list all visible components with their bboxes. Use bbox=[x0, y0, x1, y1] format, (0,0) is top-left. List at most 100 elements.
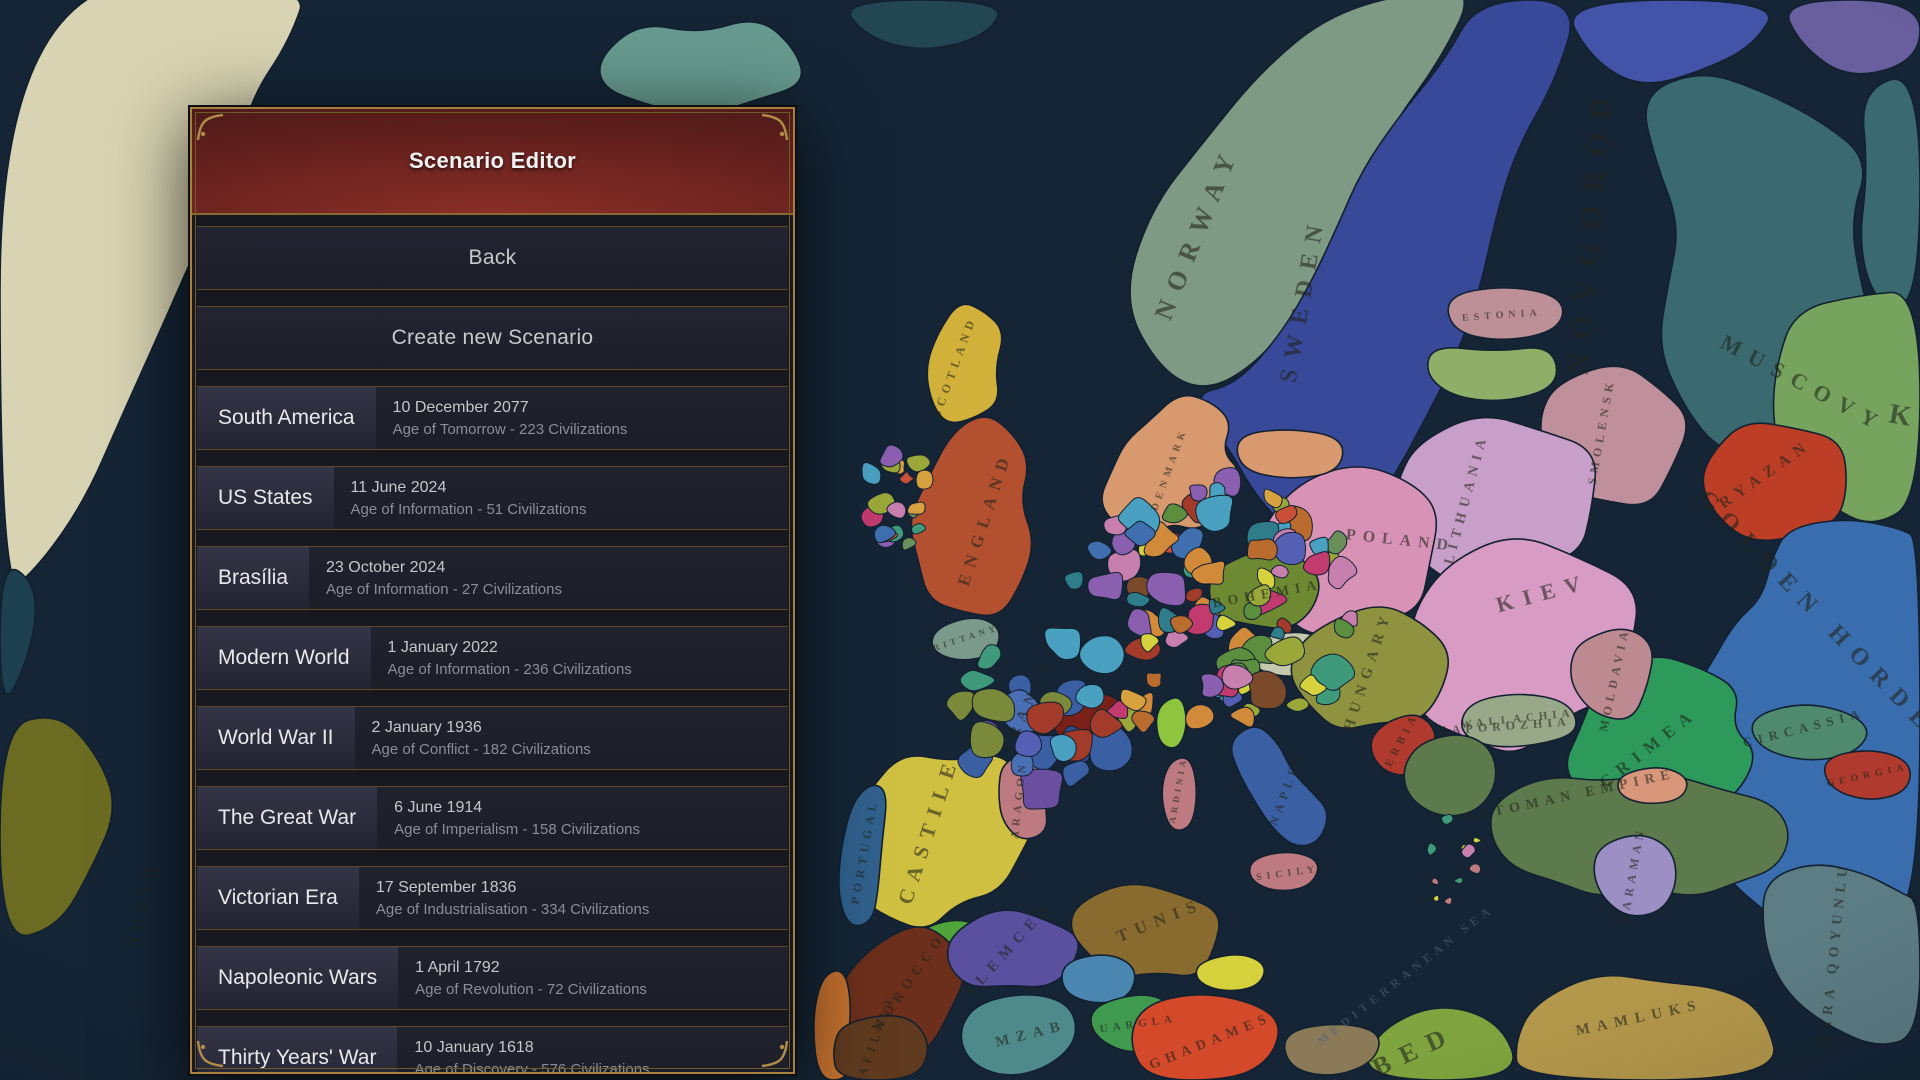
map-region-tunis[interactable] bbox=[1070, 883, 1220, 977]
scenario-row-thirty-years-war[interactable]: Thirty Years' War 10 January 1618 Age of D… bbox=[197, 1026, 788, 1072]
scenario-row-modern-world[interactable]: Modern World 1 January 2022 Age of Informa… bbox=[197, 626, 788, 690]
map-province[interactable] bbox=[1310, 653, 1356, 691]
map-province[interactable] bbox=[1145, 672, 1162, 688]
map-region-ottoman-balkans[interactable] bbox=[1403, 734, 1497, 817]
map-province[interactable] bbox=[886, 501, 907, 519]
map-province[interactable] bbox=[1264, 636, 1306, 667]
map-region-mzab[interactable] bbox=[960, 994, 1077, 1076]
map-province[interactable] bbox=[1221, 664, 1254, 690]
map-region-tripolitania[interactable] bbox=[1283, 1023, 1380, 1076]
map-province[interactable] bbox=[1062, 760, 1090, 787]
map-province[interactable] bbox=[1468, 863, 1482, 875]
map-region-sicily[interactable] bbox=[1248, 851, 1319, 892]
map-province[interactable] bbox=[971, 688, 1016, 723]
map-province[interactable] bbox=[1086, 540, 1112, 561]
map-province[interactable] bbox=[1185, 704, 1215, 730]
map-province[interactable] bbox=[1195, 494, 1234, 532]
map-province[interactable] bbox=[915, 469, 934, 490]
map-province[interactable] bbox=[1269, 626, 1285, 640]
map-province[interactable] bbox=[969, 721, 1005, 759]
map-region-brittany[interactable] bbox=[931, 617, 1000, 661]
map-province[interactable] bbox=[1441, 813, 1454, 825]
scenario-row-world-war-ii[interactable]: World War II 2 January 1936 Age of Conflic… bbox=[197, 706, 788, 770]
map-region-estonia[interactable] bbox=[1447, 287, 1564, 341]
map-province[interactable] bbox=[1089, 708, 1123, 738]
map-region-norway[interactable] bbox=[1129, 0, 1466, 387]
map-province[interactable] bbox=[1333, 618, 1355, 639]
scenario-row-napoleonic-wars[interactable]: Napoleonic Wars 1 April 1792 Age of Revolu… bbox=[197, 946, 788, 1010]
map-province[interactable] bbox=[1263, 488, 1283, 509]
map-province[interactable] bbox=[861, 462, 882, 485]
map-province[interactable] bbox=[1140, 633, 1160, 653]
map-region-livonia[interactable] bbox=[1427, 347, 1558, 402]
map-province[interactable] bbox=[1169, 615, 1194, 634]
map-province[interactable] bbox=[1020, 768, 1064, 810]
scenario-row-victorian-era[interactable]: Victorian Era 17 September 1836 Age of Ind… bbox=[197, 866, 788, 930]
map-province[interactable] bbox=[1120, 688, 1147, 712]
map-region-scotland[interactable] bbox=[926, 303, 1003, 424]
map-province[interactable] bbox=[1247, 584, 1272, 607]
map-province[interactable] bbox=[1453, 877, 1464, 884]
map-region-touggourt[interactable] bbox=[1061, 954, 1136, 1004]
map-province[interactable] bbox=[910, 523, 927, 535]
map-province[interactable] bbox=[901, 537, 917, 551]
map-region-karaman[interactable] bbox=[1593, 834, 1677, 917]
map-region-djerid[interactable] bbox=[1195, 954, 1266, 992]
map-province[interactable] bbox=[1189, 484, 1208, 502]
map-province[interactable] bbox=[1432, 895, 1440, 902]
map-region-candar[interactable] bbox=[1617, 767, 1688, 805]
map-province[interactable] bbox=[1026, 701, 1065, 735]
map-province[interactable] bbox=[977, 644, 1002, 670]
map-province[interactable] bbox=[1426, 842, 1437, 856]
map-province[interactable] bbox=[1230, 706, 1255, 728]
map-province[interactable] bbox=[1185, 587, 1203, 603]
map-province[interactable] bbox=[1243, 602, 1263, 620]
map-province[interactable] bbox=[1131, 710, 1156, 733]
map-region-qara-qoyunlu[interactable] bbox=[1762, 864, 1920, 1045]
map-region-corsica[interactable] bbox=[1155, 697, 1187, 749]
map-province[interactable] bbox=[879, 444, 904, 468]
map-region-olive-southwest[interactable] bbox=[0, 717, 114, 937]
map-province[interactable] bbox=[1087, 571, 1124, 601]
map-province[interactable] bbox=[1285, 697, 1310, 712]
map-province[interactable] bbox=[1079, 635, 1125, 675]
map-region-mecklenburg-coast[interactable] bbox=[1236, 429, 1344, 479]
map-province[interactable] bbox=[1049, 734, 1077, 763]
back-button[interactable]: Back bbox=[197, 226, 788, 290]
map-region-finland[interactable] bbox=[1572, 0, 1770, 84]
map-region-teal-left[interactable] bbox=[0, 568, 37, 695]
scenario-row-south-america[interactable]: South America 10 December 2077 Age of Tomo… bbox=[197, 386, 788, 450]
map-region-wallachia[interactable] bbox=[1461, 693, 1577, 748]
create-scenario-button[interactable]: Create new Scenario bbox=[197, 306, 788, 370]
map-region-iceland[interactable] bbox=[599, 20, 803, 115]
map-region-portugal[interactable] bbox=[838, 784, 887, 927]
map-province[interactable] bbox=[1299, 674, 1327, 696]
map-province[interactable] bbox=[1246, 538, 1278, 561]
map-province[interactable] bbox=[1431, 877, 1439, 886]
map-region-georgia[interactable] bbox=[1823, 750, 1911, 800]
map-province[interactable] bbox=[1461, 843, 1476, 859]
map-region-faroe-land[interactable] bbox=[849, 0, 999, 50]
map-province[interactable] bbox=[1191, 560, 1226, 585]
map-region-moldavia[interactable] bbox=[1570, 628, 1653, 720]
map-region-naples[interactable] bbox=[1230, 726, 1328, 847]
map-region-mamluks[interactable] bbox=[1515, 974, 1775, 1080]
map-province[interactable] bbox=[1014, 730, 1043, 758]
map-province[interactable] bbox=[873, 524, 896, 544]
map-province[interactable] bbox=[1275, 505, 1298, 524]
map-province[interactable] bbox=[1472, 837, 1482, 844]
map-province[interactable] bbox=[1327, 555, 1358, 590]
map-region-kola[interactable] bbox=[1788, 0, 1920, 75]
map-region-novgorod-east[interactable] bbox=[1860, 78, 1920, 307]
map-province[interactable] bbox=[1272, 531, 1307, 566]
map-region-sardinia[interactable] bbox=[1161, 757, 1198, 831]
scenario-row-brasilia[interactable]: Brasília 23 October 2024 Age of Informatio… bbox=[197, 546, 788, 610]
map-province[interactable] bbox=[1215, 614, 1237, 632]
map-province[interactable] bbox=[1270, 564, 1289, 579]
map-province[interactable] bbox=[1200, 673, 1224, 698]
scenario-row-the-great-war[interactable]: The Great War 6 June 1914 Age of Imperiali… bbox=[197, 786, 788, 850]
map-province[interactable] bbox=[1044, 627, 1082, 661]
map-province[interactable] bbox=[1161, 503, 1188, 524]
map-province[interactable] bbox=[899, 471, 915, 485]
map-province[interactable] bbox=[1146, 571, 1187, 607]
